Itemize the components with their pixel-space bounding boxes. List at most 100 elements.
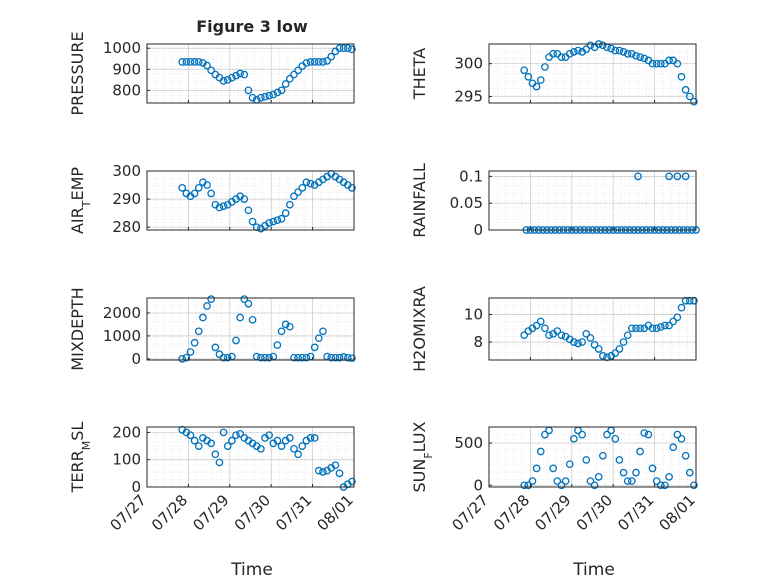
x-tick-label: 08/01	[314, 491, 357, 534]
data-point	[586, 334, 595, 342]
x-tick-label: 07/28	[148, 491, 191, 534]
data-point	[524, 481, 533, 490]
x-tick-label: 07/31	[614, 491, 657, 534]
data-point	[281, 320, 290, 329]
data-point	[207, 189, 216, 198]
data-point	[203, 302, 211, 310]
data-point	[265, 91, 273, 100]
data-point	[211, 343, 220, 352]
data-point	[186, 348, 195, 356]
data-point	[549, 49, 558, 58]
data-point	[611, 349, 620, 357]
data-point	[244, 299, 253, 308]
data-point	[640, 54, 649, 63]
data-point	[290, 444, 298, 453]
data-point	[248, 315, 257, 324]
data-point	[261, 92, 269, 101]
data-point	[611, 434, 620, 443]
data-point	[665, 473, 673, 481]
data-point	[570, 434, 578, 443]
data-point	[636, 447, 644, 456]
data-point	[277, 86, 286, 95]
data-point	[302, 178, 311, 187]
data-point	[306, 58, 315, 66]
data-point	[598, 41, 607, 50]
data-point	[607, 44, 615, 53]
y-tick-label: 300	[454, 55, 483, 73]
y-tick-label: 0	[131, 350, 141, 368]
data-point	[306, 434, 315, 442]
y-tick-label: 200	[112, 423, 141, 441]
y-tick-label: 0	[131, 478, 141, 496]
data-point	[578, 430, 587, 439]
data-point	[549, 464, 558, 473]
data-point	[681, 86, 690, 94]
data-point	[298, 184, 307, 192]
data-point	[265, 431, 273, 440]
data-point	[665, 172, 673, 181]
y-tick-label: 8	[473, 333, 483, 351]
data-point	[615, 456, 624, 464]
y-tick-label: 800	[112, 81, 141, 99]
data-point	[290, 70, 298, 79]
data-point	[223, 353, 232, 362]
data-point	[636, 53, 644, 61]
data-point	[598, 352, 607, 360]
y-tick-label: 0	[473, 221, 483, 239]
data-point	[594, 473, 603, 481]
data-point	[261, 353, 269, 362]
data-point	[265, 353, 273, 362]
data-point	[323, 57, 331, 65]
data-point	[207, 66, 216, 75]
data-point	[532, 321, 541, 330]
data-point	[615, 345, 624, 353]
y-tick-label: 1000	[103, 39, 141, 57]
data-point	[285, 434, 294, 442]
x-tick-label: 07/27	[449, 491, 492, 534]
x-tick-label: 07/30	[573, 491, 616, 534]
y-tick-label: 1000	[103, 327, 141, 345]
data-point	[285, 200, 294, 209]
data-point	[652, 477, 661, 485]
data-point	[685, 92, 694, 101]
data-point	[294, 450, 302, 459]
data-point	[265, 219, 273, 227]
data-point	[598, 451, 607, 460]
data-point	[348, 354, 356, 363]
data-point	[677, 303, 686, 312]
data-point	[565, 49, 574, 58]
data-point	[335, 353, 344, 362]
data-point	[619, 468, 628, 477]
data-point	[273, 88, 282, 97]
data-point	[281, 80, 290, 88]
y-tick-label: 0.1	[459, 167, 483, 185]
y-axis-label-rainfall: RAINFALL	[410, 163, 429, 238]
data-point	[190, 189, 199, 198]
data-point	[244, 86, 253, 95]
data-point	[327, 52, 336, 61]
data-point	[203, 181, 211, 189]
axes-background	[489, 427, 696, 487]
data-point	[590, 481, 599, 490]
y-tick-label: 2000	[103, 304, 141, 322]
data-point	[281, 209, 290, 217]
data-point	[541, 63, 549, 71]
data-point	[273, 436, 282, 445]
data-point	[248, 217, 257, 226]
data-point	[348, 184, 356, 192]
data-point	[685, 468, 694, 477]
data-point	[285, 74, 294, 83]
data-point	[640, 429, 649, 437]
data-point	[290, 192, 298, 201]
x-axis-label-right: Time	[572, 560, 615, 580]
data-point	[582, 456, 591, 464]
data-point	[623, 331, 632, 340]
x-axis-label-left: Time	[230, 560, 273, 580]
data-point	[314, 466, 323, 475]
data-point	[236, 69, 244, 78]
data-point	[190, 58, 199, 66]
data-point	[219, 202, 228, 210]
data-point	[536, 76, 545, 84]
data-point	[331, 461, 340, 470]
axes-frame	[488, 43, 697, 104]
